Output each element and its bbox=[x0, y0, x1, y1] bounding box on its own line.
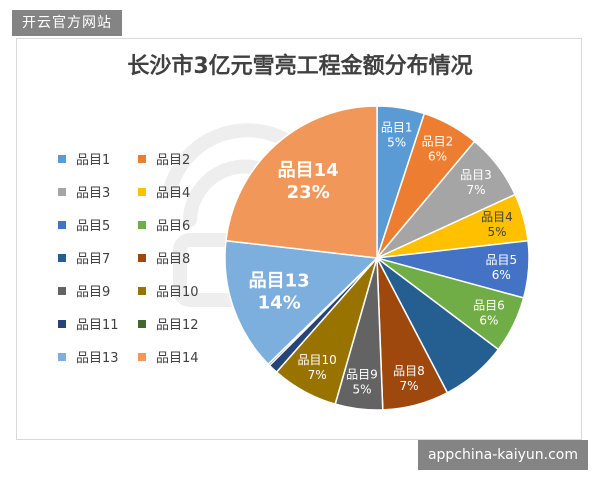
data-label-percent: 5% bbox=[387, 136, 406, 150]
data-label-percent: 7% bbox=[466, 183, 485, 197]
watermark-domain[interactable]: appchina-kaiyun.com bbox=[417, 440, 588, 470]
data-label-percent: 23% bbox=[287, 182, 330, 203]
pie-slice bbox=[225, 105, 378, 259]
legend-item: 品目10 bbox=[138, 282, 218, 300]
data-label-percent: 6% bbox=[428, 150, 447, 164]
chart-legend: 品目1 品目2 品目3 品目4 品目5 品目6 品目7 品目8 品目9 品目10 品目11 品目12 品… bbox=[58, 150, 228, 366]
legend-swatch bbox=[138, 154, 146, 163]
legend-swatch bbox=[138, 187, 146, 196]
data-label-category: 品目1 bbox=[381, 121, 413, 135]
data-label-category: 品目2 bbox=[422, 135, 454, 149]
data-label-category: 品目6 bbox=[473, 299, 505, 313]
legend-swatch bbox=[58, 286, 66, 295]
legend-swatch bbox=[58, 154, 66, 163]
data-label-category: 品目4 bbox=[481, 210, 513, 224]
legend-label: 品目7 bbox=[76, 252, 111, 267]
legend-item: 品目12 bbox=[138, 315, 218, 333]
legend-item: 品目7 bbox=[58, 249, 138, 267]
legend-label: 品目13 bbox=[76, 351, 119, 366]
legend-swatch bbox=[138, 286, 146, 295]
data-label-percent: 6% bbox=[492, 268, 511, 282]
legend-item: 品目2 bbox=[138, 150, 218, 168]
data-label-category: 品目8 bbox=[393, 364, 425, 378]
legend-swatch bbox=[138, 319, 146, 328]
legend-swatch bbox=[138, 220, 146, 229]
legend-label: 品目2 bbox=[156, 153, 191, 168]
legend-item: 品目6 bbox=[138, 216, 218, 234]
data-label-category: 品目14 bbox=[278, 160, 339, 181]
data-label-percent: 14% bbox=[258, 293, 301, 314]
legend-item: 品目8 bbox=[138, 249, 218, 267]
legend-label: 品目3 bbox=[76, 186, 111, 201]
legend-swatch bbox=[58, 187, 66, 196]
legend-item: 品目14 bbox=[138, 348, 218, 366]
data-label-category: 品目10 bbox=[298, 353, 337, 367]
legend-item: 品目3 bbox=[58, 183, 138, 201]
legend-label: 品目14 bbox=[156, 351, 199, 366]
legend-label: 品目4 bbox=[156, 186, 191, 201]
data-label-category: 品目3 bbox=[460, 168, 492, 182]
data-label-percent: 5% bbox=[352, 382, 371, 396]
legend-item: 品目13 bbox=[58, 348, 138, 366]
data-label-percent: 5% bbox=[487, 225, 506, 239]
pie-slice bbox=[224, 239, 379, 366]
legend-item: 品目9 bbox=[58, 282, 138, 300]
legend-item: 品目5 bbox=[58, 216, 138, 234]
legend-swatch bbox=[58, 352, 66, 361]
legend-swatch bbox=[138, 352, 146, 361]
data-label-percent: 7% bbox=[399, 379, 418, 393]
legend-label: 品目12 bbox=[156, 318, 199, 333]
legend-label: 品目8 bbox=[156, 252, 191, 267]
data-label-percent: 7% bbox=[308, 368, 327, 382]
legend-label: 品目11 bbox=[76, 318, 119, 333]
legend-swatch bbox=[58, 319, 66, 328]
legend-item: 品目11 bbox=[58, 315, 138, 333]
legend-swatch bbox=[58, 220, 66, 229]
data-label-category: 品目5 bbox=[485, 253, 517, 267]
data-label-category: 品目13 bbox=[249, 271, 310, 292]
legend-label: 品目10 bbox=[156, 285, 199, 300]
legend-item: 品目4 bbox=[138, 183, 218, 201]
site-name-badge[interactable]: 开云官方网站 bbox=[12, 10, 122, 36]
chart-title: 长沙市3亿元雪亮工程金额分布情况 bbox=[127, 54, 473, 79]
legend-swatch bbox=[58, 253, 66, 262]
legend-swatch bbox=[138, 253, 146, 262]
data-label-category: 品目9 bbox=[346, 367, 378, 381]
legend-label: 品目6 bbox=[156, 219, 191, 234]
legend-label: 品目5 bbox=[76, 219, 111, 234]
legend-label: 品目9 bbox=[76, 285, 111, 300]
legend-label: 品目1 bbox=[76, 153, 111, 168]
data-label-percent: 6% bbox=[479, 314, 498, 328]
legend-item: 品目1 bbox=[58, 150, 138, 168]
